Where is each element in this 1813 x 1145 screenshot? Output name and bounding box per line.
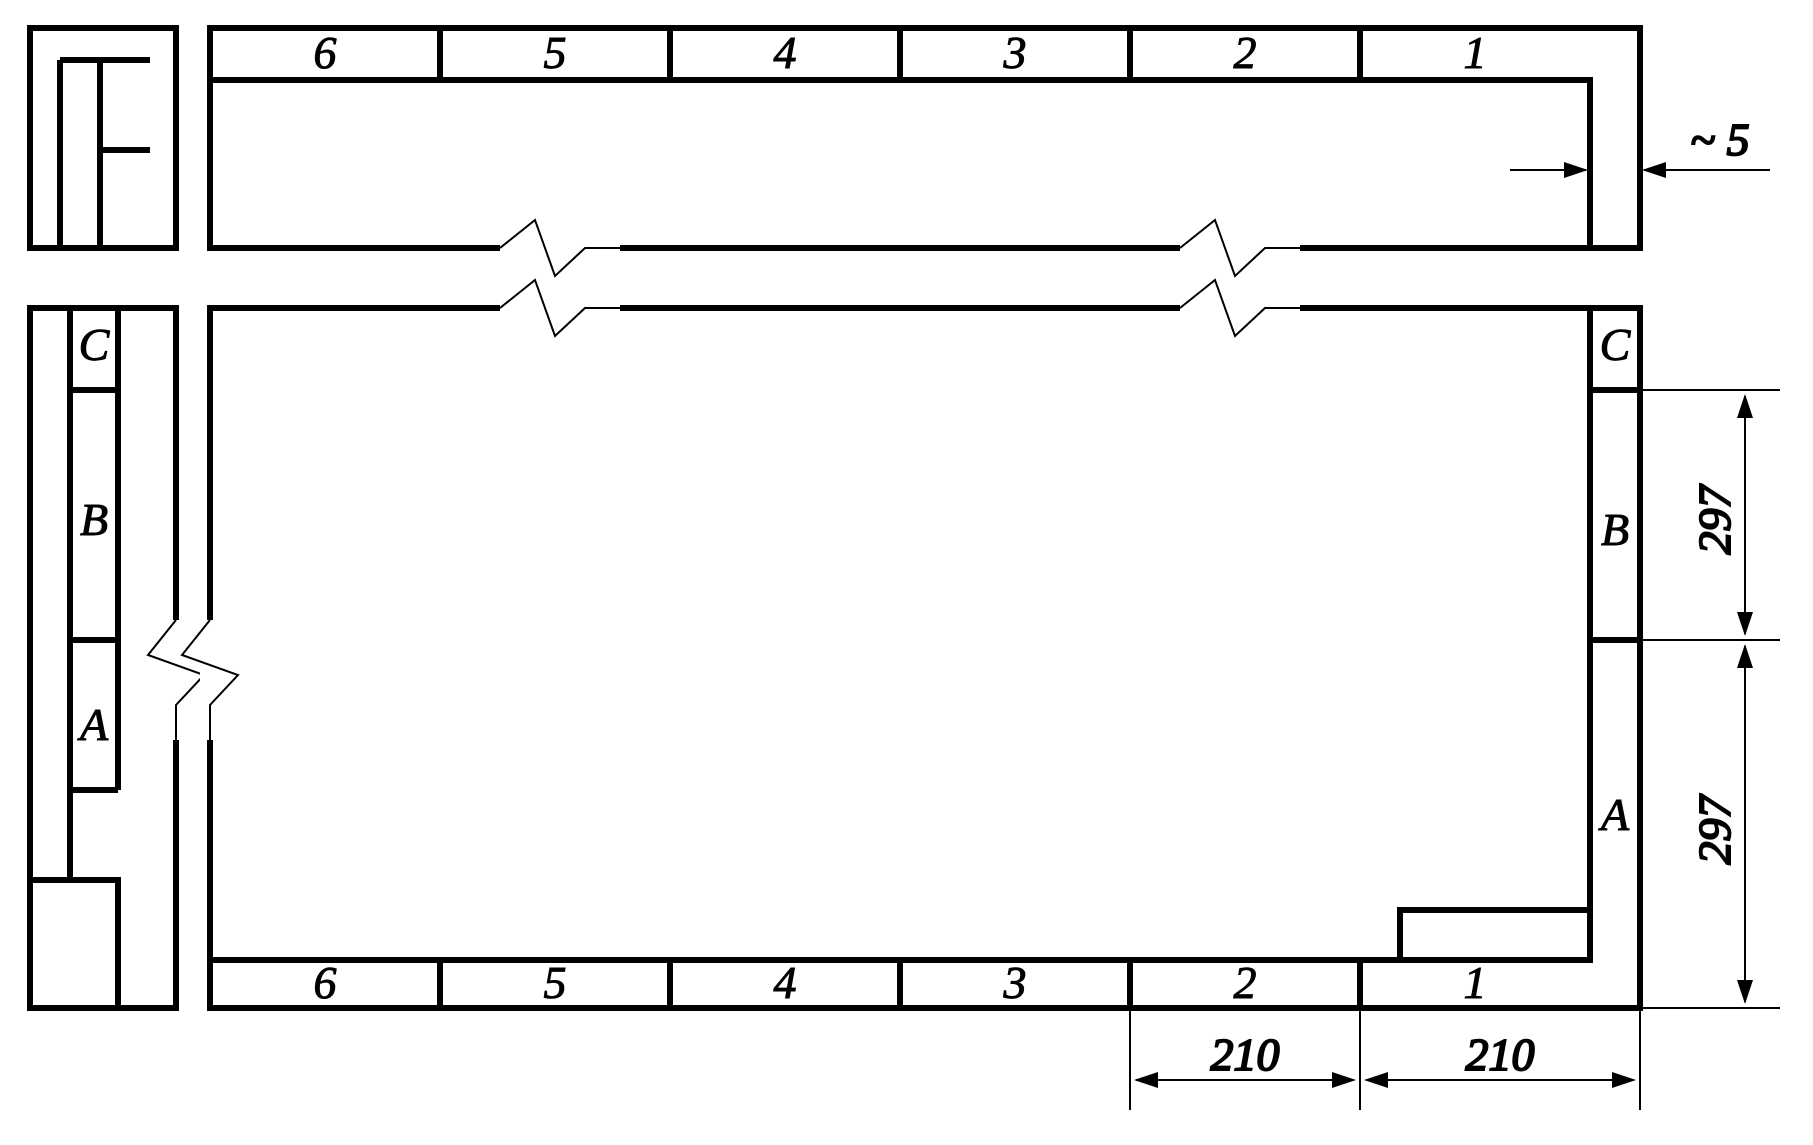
top-zone-label: 1: [1464, 27, 1487, 78]
top-left-corner: [30, 28, 176, 248]
dimension-label: 297: [1689, 794, 1740, 865]
top-zone-label: 4: [774, 27, 797, 78]
dimension-vertical-297: 297 297: [1640, 390, 1780, 1008]
dimension-label: 210: [1466, 1029, 1535, 1080]
dimension-label: 210: [1211, 1029, 1280, 1080]
lower-left-column: C B A: [30, 308, 204, 1008]
bottom-zone-label: 5: [544, 957, 567, 1008]
right-zone-label: A: [1598, 789, 1630, 840]
lower-block: C B A C B: [30, 280, 1780, 1110]
bottom-zone-label: 6: [314, 957, 337, 1008]
lower-main-frame: C B A 6 5 4 3 2 1: [182, 280, 1640, 1008]
bottom-zone-label: 1: [1464, 957, 1487, 1008]
top-zone-label: 2: [1234, 27, 1257, 78]
dimension-horizontal-210: 210 210: [1130, 1008, 1640, 1110]
bottom-zone-label: 3: [1003, 957, 1027, 1008]
top-zone-bar: 6 5 4 3 2 1: [210, 27, 1640, 248]
dimension-margin-5: ~ 5: [1510, 80, 1770, 200]
top-zone-label: 6: [314, 27, 337, 78]
right-zone-label: B: [1601, 504, 1629, 555]
bottom-zone-label: 4: [774, 957, 797, 1008]
top-zone-label: 5: [544, 27, 567, 78]
left-zone-label: C: [79, 319, 111, 370]
top-zone-label: 3: [1003, 27, 1027, 78]
bottom-zone-label: 2: [1234, 957, 1257, 1008]
drawing-frame-diagram: 6 5 4 3 2 1 ~ 5: [0, 0, 1813, 1145]
right-zone-label: C: [1600, 319, 1632, 370]
left-zone-label: A: [77, 699, 109, 750]
dimension-label: 297: [1689, 484, 1740, 555]
top-strip: 6 5 4 3 2 1 ~ 5: [30, 27, 1770, 276]
dimension-label: ~ 5: [1690, 114, 1749, 165]
left-zone-label: B: [80, 494, 108, 545]
